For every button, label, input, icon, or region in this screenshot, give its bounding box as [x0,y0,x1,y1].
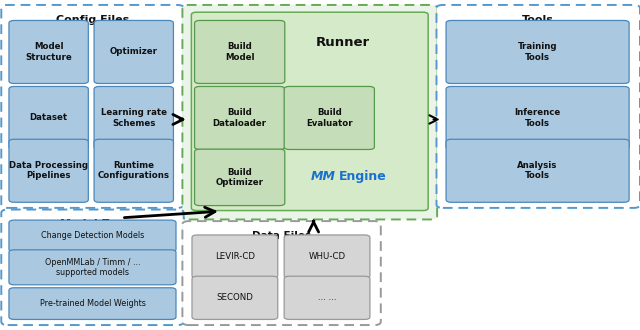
FancyBboxPatch shape [284,235,370,278]
FancyBboxPatch shape [9,288,176,319]
Text: Training
Tools: Training Tools [518,42,557,62]
FancyBboxPatch shape [182,5,437,219]
FancyBboxPatch shape [94,86,173,149]
Text: Runner: Runner [316,36,369,49]
Text: Runtime
Configurations: Runtime Configurations [98,161,170,181]
Text: LEVIR-CD: LEVIR-CD [215,252,255,261]
FancyBboxPatch shape [9,220,176,252]
Text: Pre-trained Model Weights: Pre-trained Model Weights [40,299,145,308]
Text: Build
Model: Build Model [225,42,255,62]
FancyBboxPatch shape [9,86,88,149]
Text: Learning rate
Schemes: Learning rate Schemes [100,108,167,128]
FancyBboxPatch shape [192,276,278,319]
FancyBboxPatch shape [195,86,285,149]
Text: Build
Optimizer: Build Optimizer [216,168,264,187]
Text: ... ...: ... ... [318,293,336,302]
FancyBboxPatch shape [195,20,285,83]
Text: Model Zoo: Model Zoo [60,219,125,229]
Text: Optimizer: Optimizer [110,48,157,56]
FancyBboxPatch shape [436,5,640,208]
FancyBboxPatch shape [9,139,88,202]
Text: Build
Dataloader: Build Dataloader [212,108,267,128]
FancyBboxPatch shape [446,20,629,83]
FancyBboxPatch shape [1,5,184,208]
Text: Analysis
Tools: Analysis Tools [517,161,558,181]
Text: MM: MM [310,170,335,183]
Text: Data Files: Data Files [252,231,311,241]
Text: Inference
Tools: Inference Tools [515,108,561,128]
Text: Internal Modules: Internal Modules [257,15,362,25]
Text: Build
Evaluator: Build Evaluator [306,108,353,128]
FancyBboxPatch shape [94,20,173,83]
Text: SECOND: SECOND [216,293,253,302]
FancyBboxPatch shape [192,235,278,278]
FancyBboxPatch shape [1,210,184,325]
Text: OpenMMLab / Timm / ...
supported models: OpenMMLab / Timm / ... supported models [45,258,140,277]
FancyBboxPatch shape [284,86,374,149]
FancyBboxPatch shape [284,276,370,319]
Text: Dataset: Dataset [29,114,68,122]
Text: WHU-CD: WHU-CD [308,252,346,261]
Text: Change Detection Models: Change Detection Models [41,231,144,241]
Text: Config Files: Config Files [56,15,129,25]
Text: Model
Structure: Model Structure [25,42,72,62]
Text: Data Processing
Pipelines: Data Processing Pipelines [9,161,88,181]
FancyBboxPatch shape [195,149,285,206]
Text: Tools: Tools [522,15,554,25]
FancyBboxPatch shape [182,221,381,325]
FancyBboxPatch shape [9,250,176,285]
FancyBboxPatch shape [446,139,629,202]
FancyBboxPatch shape [191,12,428,211]
FancyBboxPatch shape [9,20,88,83]
FancyBboxPatch shape [94,139,173,202]
FancyBboxPatch shape [446,86,629,149]
Text: Engine: Engine [339,170,387,183]
